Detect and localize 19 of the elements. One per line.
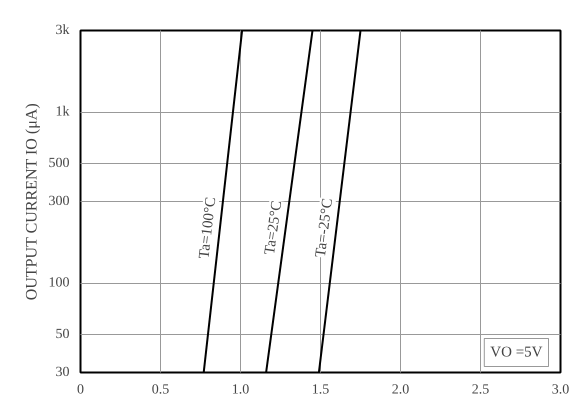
x-tick-label: 0	[77, 382, 84, 398]
y-tick-label: 100	[48, 276, 70, 291]
text: Ta=-25°C	[312, 197, 336, 258]
y-tick-label: 1k	[56, 104, 70, 120]
text: Ta=25°C	[262, 200, 286, 256]
y-tick-label: 300	[48, 194, 70, 209]
x-tick-label: 1.0	[232, 382, 250, 398]
x-tick-label: 2.0	[392, 382, 410, 398]
x-tick-label: 2.5	[472, 382, 490, 398]
x-tick-label: 1.5	[312, 382, 330, 398]
text: Ta=100°C	[196, 196, 220, 260]
y-tick-label: 500	[48, 156, 70, 172]
annotation: VO =5V	[490, 344, 543, 360]
y-tick-label: 50	[56, 327, 70, 342]
y-axis-title: OUTPUT CURRENT IO (μA)	[24, 103, 40, 300]
y-tick-label: 3k	[56, 23, 70, 38]
x-tick-label: 0.5	[152, 382, 170, 398]
y-tick-label: 30	[56, 365, 70, 380]
x-tick-label: 3.0	[552, 382, 570, 398]
